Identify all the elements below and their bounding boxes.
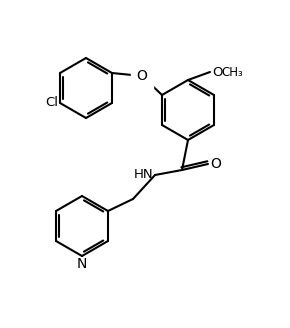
Text: O: O [212, 66, 222, 78]
Text: HN: HN [133, 169, 153, 181]
Text: O: O [137, 69, 147, 83]
Text: Cl: Cl [45, 96, 58, 110]
Text: O: O [210, 157, 221, 171]
Text: N: N [77, 257, 87, 271]
Text: CH₃: CH₃ [221, 66, 243, 78]
